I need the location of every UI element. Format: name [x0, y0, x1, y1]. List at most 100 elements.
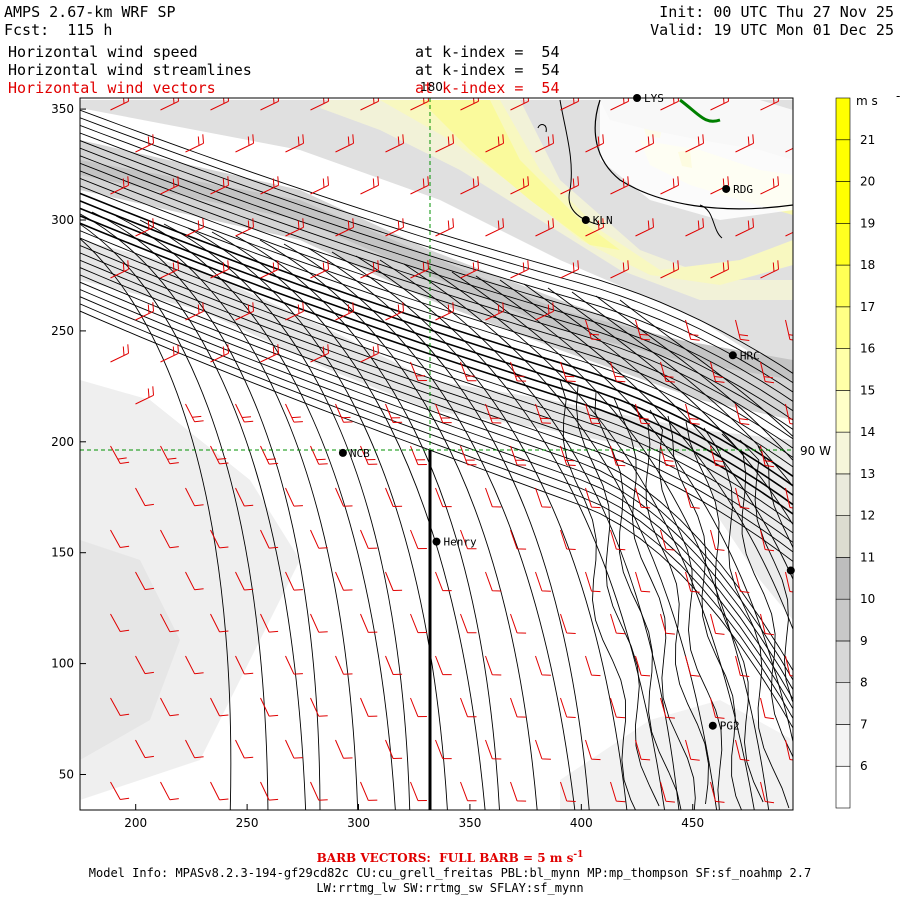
wind-barb: [610, 781, 626, 803]
wind-barb: [385, 655, 403, 675]
wind-barb: [710, 98, 729, 111]
wind-barb: [285, 302, 304, 321]
wind-barb: [185, 571, 204, 591]
wind-barb: [685, 487, 700, 509]
wind-barb: [460, 445, 477, 466]
wind-barb: [160, 613, 179, 633]
wind-barb: [335, 655, 353, 675]
wind-barb: [760, 697, 775, 720]
wind-barb: [110, 260, 129, 279]
wind-barb: [110, 445, 130, 464]
x-tick-label: 250: [236, 816, 259, 830]
wind-barb: [435, 739, 452, 760]
wind-barb: [560, 361, 576, 382]
wind-barb: [660, 445, 675, 467]
field-level-streamlines: at k-index = 54: [415, 61, 560, 79]
wind-barb: [110, 98, 129, 111]
wind-barb: [660, 697, 675, 719]
wind-barb: [285, 218, 304, 237]
wind-barb: [585, 403, 601, 425]
colorbar-label: 16: [860, 342, 875, 356]
wind-barb: [610, 176, 629, 195]
colorbar-label: 12: [860, 509, 875, 523]
wind-barb: [710, 613, 725, 635]
colorbar-label: 19: [860, 216, 875, 230]
wind-barb: [285, 739, 303, 759]
station-marker: [722, 184, 731, 193]
y-tick-label: 50: [59, 768, 74, 782]
wind-barb: [460, 176, 479, 195]
field-level-vectors: at k-index = 54: [415, 79, 560, 97]
streamline: [685, 421, 764, 803]
wind-barb: [785, 403, 793, 425]
wind-barb: [185, 403, 204, 423]
wind-barb: [435, 655, 452, 676]
wind-barb: [610, 260, 629, 279]
wind-barb: [160, 344, 179, 363]
wind-barb: [460, 613, 477, 634]
wind-barb: [385, 739, 403, 759]
colorbar-label: 21: [860, 133, 875, 147]
wind-barb: [410, 260, 429, 279]
wind-barb: [660, 781, 675, 803]
y-tick-label: 200: [51, 435, 74, 449]
barb-legend: BARB VECTORS: FULL BARB = 5 m s-1: [316, 850, 584, 865]
colorbar-swatch: [835, 473, 851, 516]
wind-barb: [410, 613, 427, 634]
x-tick-label: 200: [124, 816, 147, 830]
wind-barb: [460, 260, 479, 279]
wind-barb: [160, 529, 179, 549]
wind-barb: [135, 571, 154, 591]
x-tick-label: 450: [681, 816, 704, 830]
colorbar-swatch: [835, 222, 851, 266]
wind-barb: [785, 739, 793, 761]
wind-barb: [510, 697, 527, 718]
wind-barb: [510, 781, 527, 802]
wind-barb: [210, 697, 229, 717]
wind-barb: [435, 487, 452, 508]
streamline: [595, 295, 793, 462]
wind-barb: [135, 487, 154, 507]
wind-barb: [485, 487, 502, 508]
wind-barb: [260, 529, 279, 549]
wind-barb: [710, 361, 725, 383]
wind-barb: [260, 98, 279, 111]
wind-barb: [135, 739, 154, 759]
wind-barb: [510, 445, 527, 466]
colorbar-swatch: [835, 97, 851, 141]
streamline: [80, 303, 793, 720]
wind-barb: [585, 134, 604, 153]
streamline: [80, 207, 793, 497]
wind-barb: [310, 613, 328, 633]
wind-barb: [310, 529, 328, 549]
wind-barb: [160, 260, 179, 279]
wind-barb: [210, 260, 229, 279]
wind-barb: [610, 361, 626, 383]
wind-barb: [460, 529, 477, 550]
streamline: [187, 227, 448, 810]
wind-barb: [660, 98, 679, 111]
wind-barb: [585, 487, 601, 509]
streamline: [575, 385, 660, 807]
wind-barb: [635, 487, 651, 509]
init-time: Init: 00 UTC Thu 27 Nov 25: [659, 3, 894, 21]
wind-barb: [285, 655, 303, 675]
streamline: [499, 279, 793, 631]
wind-barb: [635, 319, 651, 341]
wind-barb: [160, 697, 179, 717]
colorbar-label: 13: [860, 467, 875, 481]
wind-barb: [485, 302, 504, 321]
forecast-hour: Fcst: 115 h: [4, 21, 113, 39]
wind-barb: [610, 613, 626, 635]
colorbar-swatch: [835, 515, 851, 558]
wind-barb: [710, 260, 729, 279]
wind-barb: [560, 613, 576, 634]
wind-barb: [760, 260, 779, 279]
wind-barb: [785, 147, 793, 153]
streamline: [80, 213, 307, 810]
wind-barb: [710, 445, 725, 467]
x-tick-label: 400: [570, 816, 593, 830]
wind-barb: [710, 781, 725, 803]
station-marker: [338, 448, 347, 457]
wind-barb: [410, 697, 427, 718]
